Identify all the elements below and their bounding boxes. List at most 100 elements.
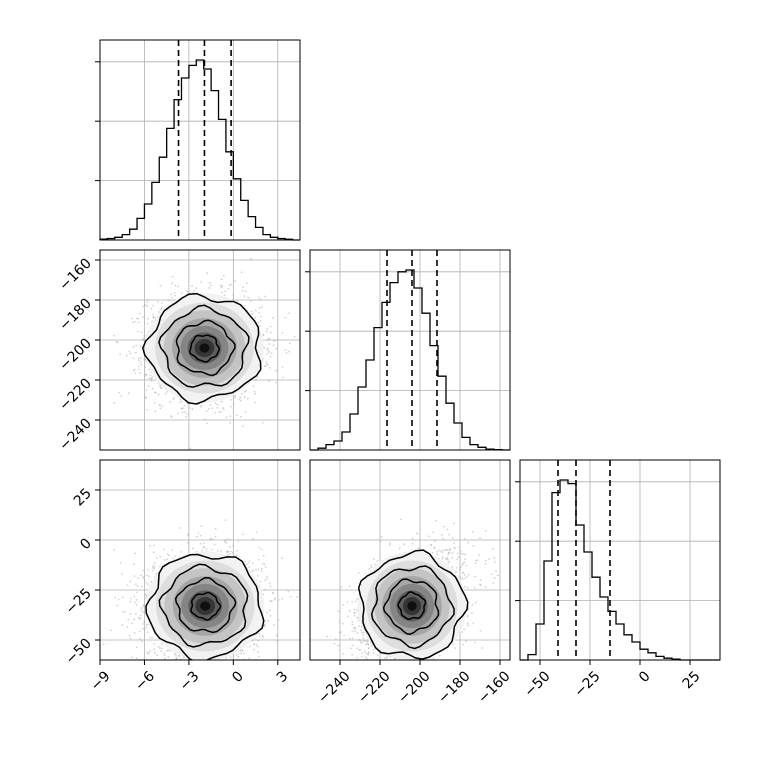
sample-point — [135, 657, 138, 659]
sample-point — [389, 542, 391, 544]
sample-point — [139, 312, 142, 315]
contour-line — [175, 319, 236, 377]
sample-point — [351, 644, 354, 647]
sample-point — [455, 570, 458, 573]
sample-point — [142, 305, 145, 308]
sample-point — [157, 645, 160, 648]
sample-point — [240, 415, 242, 418]
sample-point — [168, 674, 170, 676]
sample-point — [145, 373, 147, 376]
sample-point — [146, 322, 149, 325]
sample-point — [245, 390, 248, 393]
sample-point — [174, 555, 176, 558]
sample-point — [151, 387, 154, 390]
sample-point — [439, 550, 442, 553]
sample-point — [215, 673, 217, 675]
sample-point — [442, 537, 445, 540]
sample-point — [162, 548, 165, 551]
sample-point — [219, 284, 222, 287]
sample-point — [447, 558, 449, 561]
sample-point — [136, 591, 139, 594]
sample-point — [250, 310, 253, 313]
sample-point — [326, 635, 329, 638]
sample-point — [408, 675, 410, 677]
sample-point — [337, 644, 340, 647]
sample-point — [459, 576, 462, 579]
sample-point — [202, 546, 205, 549]
sample-point — [144, 366, 147, 369]
sample-point — [441, 556, 444, 558]
sample-point — [121, 596, 124, 599]
sample-point — [258, 546, 261, 549]
sample-point — [159, 647, 161, 649]
sample-point — [376, 560, 379, 562]
sample-point — [484, 530, 487, 533]
sample-point — [461, 577, 464, 580]
sample-point — [447, 553, 450, 556]
sample-point — [169, 650, 171, 652]
sample-point — [169, 400, 172, 403]
sample-point — [174, 294, 177, 297]
sample-point — [141, 623, 144, 625]
sample-point — [248, 645, 251, 648]
panel-frame — [309, 459, 511, 661]
sample-point — [270, 670, 272, 672]
sample-point — [351, 637, 354, 640]
sample-point — [384, 668, 386, 670]
sample-point — [260, 570, 263, 572]
x-tick-label: −50 — [521, 668, 553, 700]
sample-point — [432, 657, 435, 660]
sample-point — [359, 648, 362, 651]
sample-point — [153, 564, 156, 567]
sample-point — [262, 357, 265, 360]
sample-point — [145, 623, 148, 626]
sample-point — [262, 636, 265, 638]
sample-point — [288, 312, 290, 315]
sample-point — [474, 641, 477, 644]
sample-point — [152, 316, 155, 319]
sample-point — [257, 558, 260, 561]
sample-point — [259, 580, 262, 583]
sample-point — [396, 666, 398, 668]
sample-point — [462, 553, 465, 556]
sample-point — [173, 292, 176, 294]
x-tick-label: 25 — [680, 668, 704, 692]
sample-point — [261, 422, 264, 424]
sample-point — [451, 552, 454, 554]
sample-point — [145, 626, 148, 629]
sample-point — [199, 672, 201, 674]
sample-point — [358, 638, 361, 641]
sample-point — [200, 281, 202, 283]
sample-point — [150, 380, 153, 382]
sample-point — [364, 656, 367, 659]
sample-point — [234, 395, 237, 398]
sample-point — [488, 558, 491, 560]
sample-point — [142, 316, 145, 318]
sample-point — [137, 357, 140, 360]
sample-point — [149, 544, 152, 547]
sample-point — [373, 558, 375, 561]
sample-point — [142, 576, 145, 579]
sample-point — [199, 542, 202, 545]
sample-point — [264, 623, 266, 626]
sample-point — [467, 624, 469, 627]
sample-point — [251, 537, 254, 540]
sample-point — [180, 407, 183, 410]
sample-point — [338, 621, 341, 624]
x-tick-label: −220 — [355, 668, 394, 707]
sample-point — [200, 404, 203, 407]
sample-point — [441, 557, 444, 560]
sample-point — [136, 330, 139, 333]
sample-point — [168, 299, 171, 302]
sample-point — [219, 666, 221, 668]
sample-point — [432, 531, 435, 534]
sample-point — [353, 608, 356, 611]
sample-point — [167, 554, 170, 557]
sample-point — [153, 643, 156, 645]
sample-point — [453, 522, 455, 525]
sample-point — [155, 666, 157, 668]
sample-point — [199, 674, 201, 676]
sample-point — [257, 645, 260, 648]
sample-point — [462, 643, 465, 646]
sample-point — [261, 562, 264, 565]
